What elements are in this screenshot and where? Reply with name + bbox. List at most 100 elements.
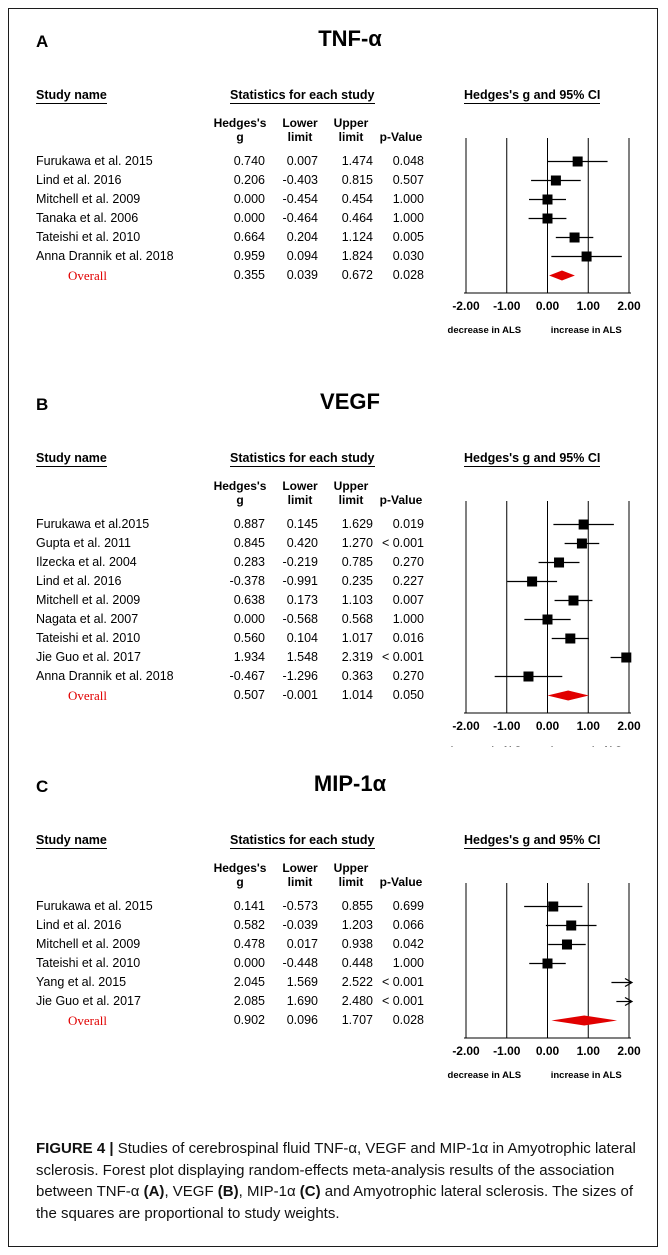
stats-header: Statistics for each study — [230, 451, 375, 467]
caption-text-1: Studies of cerebrospinal fluid TNF-α, VE… — [36, 1140, 636, 1200]
column-header-line: limit — [287, 493, 313, 507]
value-p: < 0.001 — [381, 536, 424, 550]
study-name: Anna Drannik et al. 2018 — [36, 669, 174, 683]
value-upper: 1.124 — [341, 230, 373, 244]
value-p: 0.227 — [392, 574, 424, 588]
x-tick-label: 0.00 — [536, 719, 560, 733]
study-name: Tateishi et al. 2010 — [36, 631, 141, 645]
forest-plot-svg: -2.00 -1.00 0.00 1.00 2.00 decrease in ALS inc… — [448, 883, 641, 1081]
overall-diamond — [549, 270, 575, 281]
column-header-line: p-Value — [379, 130, 423, 144]
effect-marker — [542, 614, 553, 625]
column-header-line: g — [236, 493, 244, 507]
value-lower: -0.454 — [282, 192, 318, 206]
column-header-p: p-Value — [361, 875, 441, 889]
value-lower: -0.464 — [282, 211, 318, 225]
value-lower: 0.104 — [286, 631, 318, 645]
effect-marker — [581, 251, 592, 262]
value-g: -0.378 — [229, 574, 265, 588]
study-name: Tateishi et al. 2010 — [36, 230, 141, 244]
study-row: Tanaka et al. 2006 0.000 -0.464 0.464 1.000 — [0, 209, 450, 228]
value-lower: -0.991 — [282, 574, 318, 588]
effect-marker — [621, 652, 632, 663]
value-upper: 0.235 — [341, 574, 373, 588]
value-p: 0.016 — [392, 631, 424, 645]
column-header-line: Upper — [333, 479, 369, 493]
study-row: Furukawa et al.2015 0.887 0.145 1.629 0.019 — [0, 515, 450, 534]
overall-diamond — [547, 690, 589, 701]
value-p: 0.028 — [392, 268, 424, 282]
study-row: Tateishi et al. 2010 0.000 -0.448 0.448 1.00… — [0, 954, 450, 973]
value-lower: 1.569 — [286, 975, 318, 989]
figure-frame — [8, 8, 658, 1247]
effect-marker — [568, 595, 579, 606]
value-upper: 0.454 — [341, 192, 373, 206]
study-row: Lind et al. 2016 0.206 -0.403 0.815 0.507 — [0, 171, 450, 190]
effect-marker — [542, 194, 553, 205]
value-upper: 0.672 — [341, 268, 373, 282]
value-upper: 0.568 — [341, 612, 373, 626]
value-p: 0.270 — [392, 669, 424, 683]
value-upper: 0.363 — [341, 669, 373, 683]
value-p: 1.000 — [392, 956, 424, 970]
effect-marker — [566, 920, 577, 931]
value-upper: 1.014 — [341, 688, 373, 702]
effect-marker — [554, 557, 565, 568]
stats-header: Statistics for each study — [230, 833, 375, 849]
study-row: Mitchell et al. 2009 0.478 0.017 0.938 0.042 — [0, 935, 450, 954]
column-header-line: Lower — [282, 116, 318, 130]
ci-header: Hedges's g and 95% CI — [464, 833, 601, 849]
value-upper: 1.824 — [341, 249, 373, 263]
x-tick-label: -1.00 — [493, 719, 521, 733]
effect-marker — [576, 538, 587, 549]
column-header-upper: Upper limit — [311, 479, 391, 507]
panel-letter: C — [36, 777, 49, 796]
value-p: 1.000 — [392, 192, 424, 206]
study-row: Nagata et al. 2007 0.000 -0.568 0.568 1.000 — [0, 610, 450, 629]
overall-row: Overall 0.902 0.096 1.707 0.028 — [0, 1011, 450, 1030]
overall-row: Overall 0.355 0.039 0.672 0.028 — [0, 266, 450, 285]
figure-caption: FIGURE 4 | Studies of cerebrospinal flui… — [36, 1138, 636, 1224]
value-lower: 0.204 — [286, 230, 318, 244]
column-header-line: limit — [287, 130, 313, 144]
column-header-g: Hedges's g — [200, 861, 280, 889]
column-header-g: Hedges's g — [200, 479, 280, 507]
value-upper: 1.017 — [341, 631, 373, 645]
caption-text-3: , MIP-1α — [238, 1183, 300, 1200]
x-tick-label: 2.00 — [617, 719, 641, 733]
value-upper: 0.464 — [341, 211, 373, 225]
column-header-upper: Upper limit — [311, 861, 391, 889]
study-row: Mitchell et al. 2009 0.638 0.173 1.103 0.007 — [0, 591, 450, 610]
effect-marker — [527, 576, 538, 587]
column-header-line: p-Value — [379, 493, 423, 507]
effect-marker — [542, 213, 553, 224]
study-name: Mitchell et al. 2009 — [36, 593, 141, 607]
stats-header: Statistics for each study — [230, 88, 375, 104]
panel-letter: B — [36, 395, 49, 414]
x-tick-label: -2.00 — [452, 299, 480, 313]
value-upper: 2.522 — [341, 975, 373, 989]
study-name: Lind et al. 2016 — [36, 574, 122, 588]
value-g: 0.206 — [233, 173, 265, 187]
value-lower: -1.296 — [282, 669, 318, 683]
study-name: Furukawa et al. 2015 — [36, 154, 153, 168]
column-header-line: Lower — [282, 861, 318, 875]
ci-header: Hedges's g and 95% CI — [464, 88, 601, 104]
study-row: Lind et al. 2016 0.582 -0.039 1.203 0.066 — [0, 916, 450, 935]
value-upper: 1.707 — [341, 1013, 373, 1027]
value-lower: -0.573 — [282, 899, 318, 913]
value-g: 0.887 — [233, 517, 265, 531]
value-lower: 0.145 — [286, 517, 318, 531]
column-header-line: Lower — [282, 479, 318, 493]
caption-text-4: and Amyotrophic lateral sclerosis. The s… — [36, 1183, 633, 1222]
value-g: 0.141 — [233, 899, 265, 913]
column-header-upper: Upper limit — [311, 116, 391, 144]
study-name-header: Study name — [36, 833, 107, 849]
study-name: Gupta et al. 2011 — [36, 536, 131, 550]
effect-marker — [572, 156, 583, 167]
study-row: Furukawa et al. 2015 0.740 0.007 1.474 0.048 — [0, 152, 450, 171]
study-name: Yang et al. 2015 — [36, 975, 127, 989]
value-p: 0.030 — [392, 249, 424, 263]
panel-letter: A — [36, 32, 49, 51]
value-g: 0.959 — [233, 249, 265, 263]
